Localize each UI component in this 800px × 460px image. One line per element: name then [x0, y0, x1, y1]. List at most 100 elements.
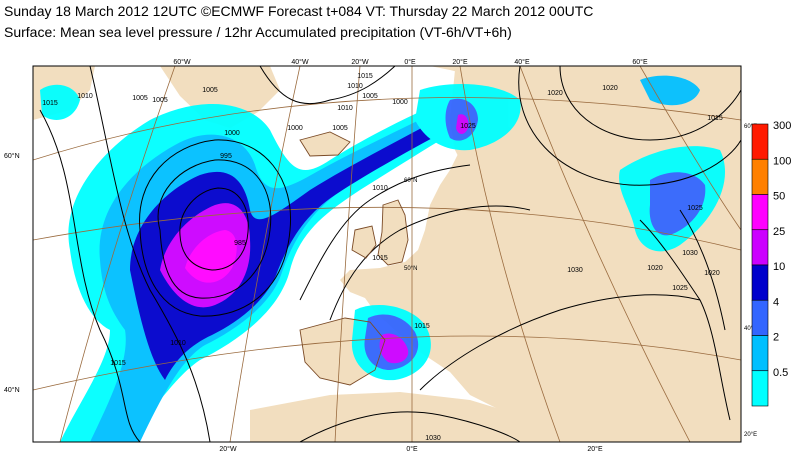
left-grid-labels: 60°N 40°N: [4, 152, 20, 394]
isobar-label: 1005: [362, 93, 378, 100]
bottom-grid-labels: 20°W 0°E 20°E: [219, 445, 603, 453]
land-north-africa: [250, 392, 741, 442]
isobar-label: 1025: [687, 205, 703, 212]
legend-label: 2: [773, 332, 779, 344]
isobar-label: 1025: [460, 123, 476, 130]
isobar: [299, 164, 471, 301]
isobar: [39, 109, 141, 442]
precip-area-norway-core: [456, 114, 469, 134]
isobar-label-bg: [491, 58, 509, 66]
isobar-label: 1020: [547, 90, 563, 97]
precipitation-legend: 300 100 50 25 10 4 2 0.5: [751, 120, 791, 407]
top-grid-label: 20°E: [452, 58, 468, 66]
isobar-label: 1000: [287, 125, 303, 132]
isobar-label: 1010: [77, 93, 93, 100]
isobar: [259, 66, 396, 105]
map-frame: [32, 65, 742, 443]
legend-swatch: [751, 229, 769, 266]
top-grid-label: 60°W: [173, 58, 191, 66]
isobar: [679, 209, 726, 331]
legend-label: 100: [773, 155, 791, 167]
isobar: [639, 219, 731, 421]
precip-area-west-atlantic: [40, 84, 80, 120]
meridian-20e: [459, 66, 561, 442]
coast-iberia: [299, 317, 386, 386]
isobar: [139, 139, 292, 317]
meridian-20w: [334, 66, 361, 442]
isobar-label: 1000: [392, 99, 408, 106]
isobar: [419, 294, 701, 391]
isobar-label: 1010: [170, 340, 186, 347]
land-great-britain: [378, 200, 408, 265]
isobar-label: 1005: [202, 87, 218, 94]
parallel-50n: [33, 206, 741, 251]
isobar: [518, 66, 741, 186]
isobar-label: 1030: [567, 267, 583, 274]
isobar-label: 1015: [414, 323, 430, 330]
legend-label: 4: [773, 296, 779, 308]
legend-swatch: [751, 158, 769, 195]
isobar-label: 1025: [672, 285, 688, 292]
legend-swatch: [751, 194, 769, 231]
interior-grid-label: 60°N: [404, 178, 417, 184]
legend-swatch: [751, 299, 769, 336]
meridian-60e: [639, 66, 741, 231]
isobar: [329, 205, 531, 321]
isobar-label: 1030: [425, 435, 441, 442]
map-title: Sunday 18 March 2012 12UTC ©ECMWF Foreca…: [4, 3, 594, 19]
top-grid-label: 20°W: [351, 58, 369, 66]
precip-area-atlantic-peak: [185, 230, 237, 283]
coast-great-britain: [377, 199, 409, 266]
map-subtitle: Surface: Mean sea level pressure / 12hr …: [4, 24, 512, 40]
land-italy: [455, 300, 500, 358]
precip-area-atlantic-heavy: [130, 110, 462, 380]
top-grid-label: 0°E: [404, 58, 416, 66]
top-grid-label: 40°W: [291, 58, 309, 66]
top-grid-label: 60°E: [632, 58, 648, 66]
isobar-label: 1015: [357, 73, 373, 80]
isobar-label: 985: [234, 240, 246, 247]
precip-area-arctic: [640, 75, 700, 106]
legend-label: 50: [773, 191, 785, 203]
isobar-label: 1015: [110, 360, 126, 367]
isobar: [179, 187, 249, 271]
isobar-label: 1005: [332, 125, 348, 132]
interior-grid-labels: 60°N 50°N: [404, 178, 417, 272]
precipitation-layer: [40, 75, 726, 442]
bottom-grid-label: 20°W: [219, 445, 237, 453]
land-iceland: [300, 132, 350, 156]
isobar-label: 1015: [42, 100, 58, 107]
legend-label: 300: [773, 120, 791, 132]
isobar-label: 1030: [682, 250, 698, 257]
isobar-label: 1015: [372, 255, 388, 262]
isobar-label: 1000: [224, 130, 240, 137]
top-grid-label: 40°E: [514, 58, 530, 66]
coast-ireland: [351, 225, 377, 259]
meridian-60w: [59, 66, 176, 442]
bottom-grid-label: 20°E: [587, 445, 603, 453]
right-grid-label: 40°E: [744, 326, 757, 332]
isobar-label: 1005: [152, 97, 168, 104]
isobar: [157, 159, 272, 299]
isobar-label: 1020: [647, 265, 663, 272]
meridian-40w: [229, 66, 301, 442]
isobar-label: 1015: [707, 115, 723, 122]
parallel-40n: [33, 335, 741, 391]
isobar-label: 1020: [602, 85, 618, 92]
parallel-60n: [33, 97, 741, 161]
legend-swatch: [751, 370, 769, 407]
isobar: [559, 66, 741, 141]
graticule: [33, 66, 741, 442]
left-grid-label: 40°N: [4, 386, 20, 394]
legend-label: 10: [773, 261, 785, 273]
isobar-label: 995: [220, 153, 232, 160]
right-grid-label: 60°E: [744, 124, 757, 130]
legend-label: 0.5: [773, 367, 788, 379]
legend-label: 25: [773, 226, 785, 238]
isobar: [89, 66, 211, 442]
precip-area-iberia-core: [379, 333, 409, 364]
isobar-label: 1020: [704, 270, 720, 277]
right-grid-label: 20°E: [744, 432, 757, 438]
land-ireland: [352, 226, 376, 258]
